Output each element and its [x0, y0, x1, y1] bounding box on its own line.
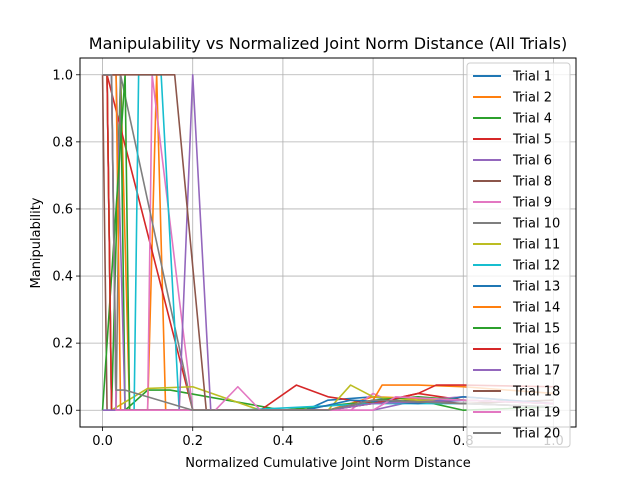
x-axis-title: Normalized Cumulative Joint Norm Distanc…	[185, 456, 471, 471]
legend-label: Trial 20	[512, 427, 560, 442]
legend-label: Trial 12	[512, 259, 560, 274]
x-tick-label: 0.6	[363, 434, 384, 449]
legend-label: Trial 14	[512, 301, 560, 316]
x-tick-label: 0.0	[92, 434, 113, 449]
legend-label: Trial 8	[512, 175, 552, 190]
y-tick-label: 0.6	[52, 202, 73, 217]
legend-label: Trial 15	[512, 322, 560, 337]
legend-label: Trial 17	[512, 364, 560, 379]
x-tick-label: 0.2	[182, 434, 203, 449]
legend-label: Trial 5	[512, 133, 552, 148]
plot-frame	[79, 57, 577, 428]
legend-label: Trial 1	[512, 70, 552, 85]
legend-label: Trial 10	[512, 217, 560, 232]
series-line-trial-18	[102, 73, 554, 412]
y-tick-label: 0.0	[52, 404, 73, 419]
y-tick-label: 0.8	[52, 135, 73, 150]
series-layer	[101, 73, 554, 412]
legend-label: Trial 2	[512, 91, 552, 106]
chart-title: Manipulability vs Normalized Joint Norm …	[89, 34, 567, 53]
y-axis-title: Manipulability	[29, 197, 44, 288]
y-tick-label: 1.0	[52, 68, 73, 83]
x-tick-label: 0.4	[273, 434, 294, 449]
legend-label: Trial 11	[512, 238, 560, 253]
legend-label: Trial 4	[512, 112, 552, 127]
legend-label: Trial 6	[512, 154, 552, 169]
legend-label: Trial 16	[512, 343, 560, 358]
legend-label: Trial 18	[512, 385, 560, 400]
y-tick-label: 0.4	[52, 270, 73, 285]
y-tick-label: 0.2	[52, 337, 73, 352]
legend-label: Trial 19	[512, 406, 560, 421]
legend: Trial 1 Trial 2 Trial 4 Trial 5 Trial 6 Trial…	[466, 62, 571, 448]
legend-label: Trial 13	[512, 280, 560, 295]
legend-label: Trial 9	[512, 196, 552, 211]
